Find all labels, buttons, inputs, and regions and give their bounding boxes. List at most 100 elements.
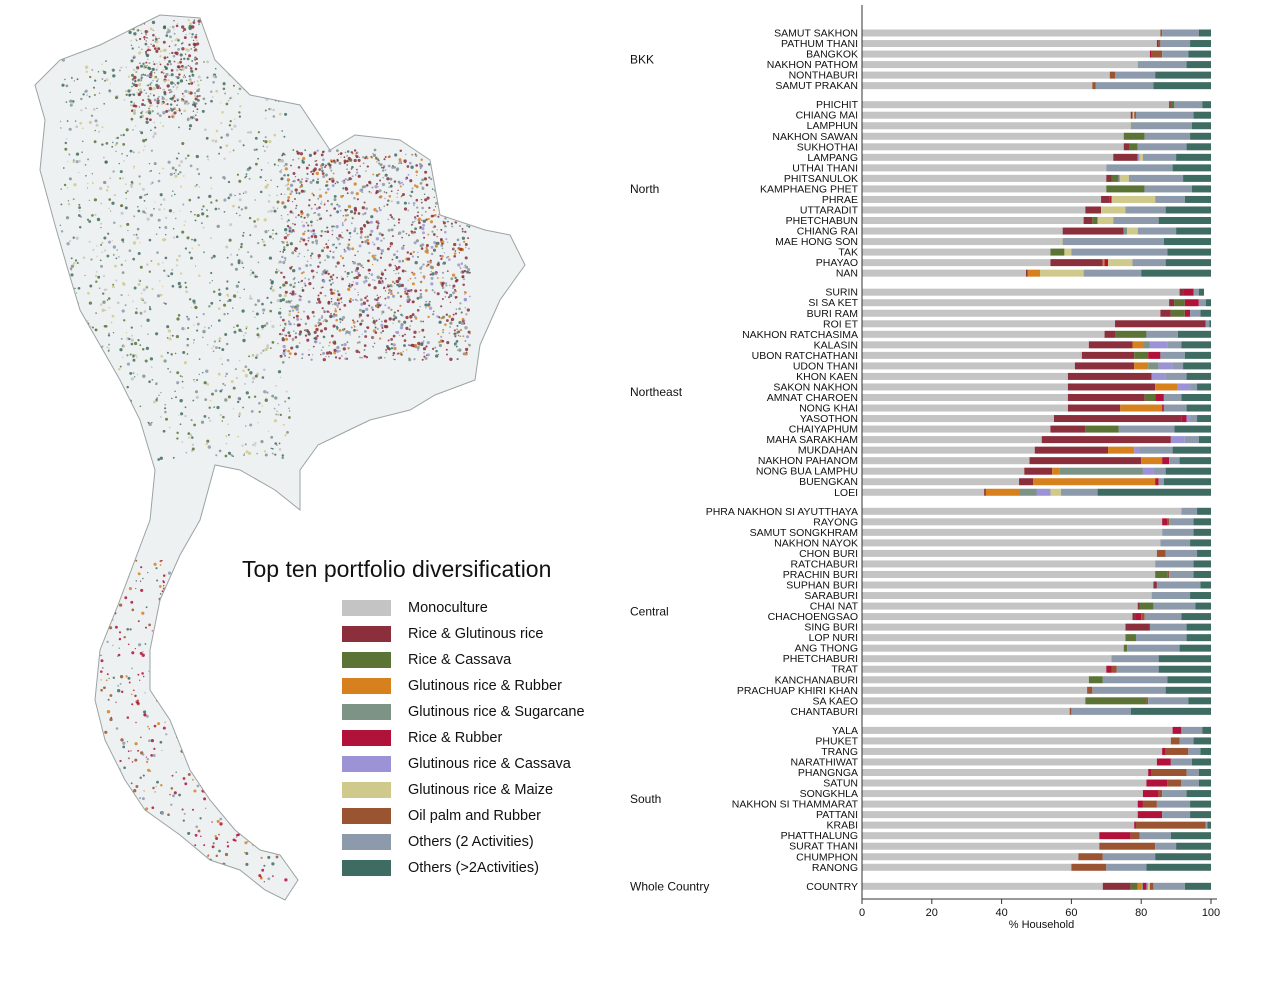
bar-segment (1106, 665, 1112, 673)
bar-segment (1067, 372, 1152, 380)
bar-segment (1083, 269, 1142, 277)
province-label: SI SA KET (808, 297, 858, 309)
bar-segment (862, 132, 1124, 140)
x-tick-label: 80 (1135, 907, 1147, 919)
province-label: SAMUT SAKHON (774, 28, 858, 40)
bar-segment (1139, 832, 1171, 840)
bar-segment (1134, 362, 1149, 370)
bar-segment (862, 634, 1126, 642)
bar-segment (1135, 821, 1206, 829)
bar-segment (1184, 299, 1199, 307)
bar-segment (1060, 488, 1098, 496)
bar-segment (1127, 644, 1180, 652)
province-label: NONTHABURI (789, 70, 858, 82)
legend: Top ten portfolio diversification Monocu… (242, 556, 622, 881)
bar-segment (862, 238, 1061, 246)
bar-segment (1193, 288, 1199, 296)
bar-segment (984, 488, 986, 496)
bar-segment (1162, 518, 1168, 526)
bar-segment (1128, 174, 1184, 182)
bar-segment (1102, 853, 1156, 861)
bar-segment (1165, 686, 1211, 694)
province-label: SAMUT SONGKHRAM (750, 527, 858, 539)
bar-segment (862, 164, 1107, 172)
province-label: BANGKOK (806, 49, 858, 61)
bar-segment (1163, 238, 1211, 246)
bar-segment (862, 747, 1163, 755)
bar-segment (862, 415, 1054, 423)
bar-segment (862, 29, 1161, 37)
province-label: MAHA SARAKHAM (766, 434, 858, 446)
province-label: SAKON NAKHON (773, 381, 858, 393)
bar-segment (1120, 404, 1163, 412)
bar-segment (1179, 644, 1211, 652)
legend-label: Rice & Cassava (408, 652, 512, 668)
bar-segment (1092, 82, 1096, 90)
legend-swatch (342, 626, 391, 642)
province-label: NAKHON PATHOM (767, 59, 858, 71)
bar-segment (1123, 143, 1129, 151)
bar-segment (1165, 549, 1198, 557)
bar-segment (1144, 393, 1156, 401)
bar-segment (1067, 383, 1156, 391)
bar-segment (1170, 309, 1185, 317)
bar-segment (1172, 164, 1211, 172)
bar-segment (1139, 446, 1173, 454)
bar-segment (1153, 581, 1157, 589)
province-label: NAKHON PAHANOM (758, 455, 858, 467)
province-label: YALA (832, 725, 858, 737)
bar-segment (1190, 415, 1198, 423)
bar-segment (1050, 425, 1086, 433)
bar-segment (1163, 404, 1187, 412)
bar-segment (1169, 570, 1194, 578)
bar-segment (1069, 707, 1072, 715)
bar-segment (1167, 341, 1182, 349)
bar-segment (862, 153, 1114, 161)
bar-segment (1106, 185, 1145, 193)
bar-segment (1144, 132, 1191, 140)
bar-segment (1162, 790, 1187, 798)
bar-segment (1191, 758, 1211, 766)
x-tick-label: 60 (1065, 907, 1077, 919)
bar-segment (1024, 467, 1053, 475)
bar-segment (1198, 769, 1211, 777)
bar-segment (1111, 665, 1117, 673)
bar-segment (1170, 436, 1185, 444)
bar-segment (1142, 790, 1159, 798)
bar-segment (1198, 779, 1211, 787)
province-label: CHUMPHON (796, 851, 858, 863)
province-label: SING BURI (804, 622, 858, 634)
bar-segment (1067, 393, 1145, 401)
bar-segment (1104, 259, 1109, 267)
bar-segment (1190, 383, 1198, 391)
bar-segment (862, 528, 1163, 536)
bar-segment (1197, 415, 1211, 423)
bar-segment (1184, 882, 1211, 890)
province-label: NARATHIWAT (791, 756, 859, 768)
province-label: PHRA NAKHON SI AYUTTHAYA (706, 506, 858, 518)
bar-segment (862, 613, 1133, 621)
bar-segment (862, 832, 1100, 840)
province-label: CHIANG MAI (796, 110, 858, 122)
bar-segment (1158, 665, 1211, 673)
bar-segment (1097, 217, 1114, 225)
bar-segment (1156, 800, 1191, 808)
bar-segment (862, 560, 1156, 568)
bar-segment (1205, 320, 1210, 328)
bar-segment (1052, 467, 1060, 475)
bar-segment (862, 457, 1030, 465)
bar-segment (862, 769, 1149, 777)
bar-segment (1149, 623, 1187, 631)
province-label: RAYONG (813, 516, 858, 528)
bar-segment (862, 655, 1112, 663)
bar-segment (1146, 779, 1168, 787)
bar-segment (1137, 153, 1140, 161)
bar-segment (1146, 330, 1178, 338)
bar-segment (1169, 457, 1180, 465)
legend-swatch (342, 756, 391, 772)
bar-segment (1163, 478, 1211, 486)
bar-segment (1137, 811, 1163, 819)
legend-swatch (342, 652, 391, 668)
bar-segment (1162, 404, 1164, 412)
bar-segment (1181, 341, 1211, 349)
